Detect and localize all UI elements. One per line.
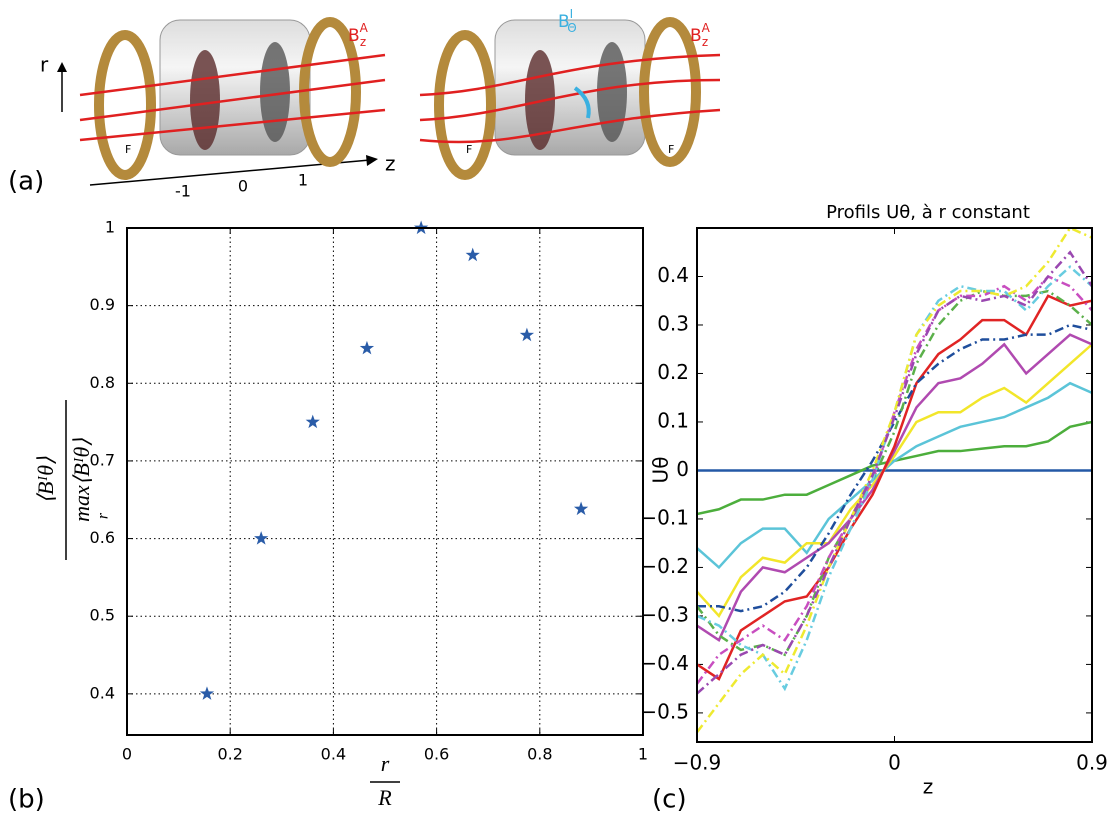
x-tick-label: 0.2 (217, 745, 242, 764)
field-line (419, 53, 721, 97)
field-line (79, 53, 386, 97)
impeller (597, 42, 627, 142)
star-marker (254, 531, 269, 545)
x-label-denominator: R (377, 785, 392, 810)
star-marker (573, 501, 589, 516)
y-tick-label: 0.1 (657, 408, 689, 432)
lines (697, 228, 1092, 734)
x-tick-label: 0.9 (1076, 751, 1108, 775)
x-label-numerator: r (381, 751, 390, 776)
y-tick-label: −0.3 (640, 602, 689, 626)
y-tick-label: −0.2 (640, 554, 689, 578)
x-tick-label: 1 (638, 745, 648, 764)
series-line (697, 228, 1092, 734)
y-tick-label: 1 (105, 218, 115, 237)
star-marker (465, 247, 480, 262)
panel-label: (b) (8, 785, 45, 815)
panel-label: (a) (8, 167, 44, 197)
y-label-numerator: ⟨Bᴵθ⟩ (33, 456, 58, 504)
plot-frame (126, 227, 644, 736)
field-line (79, 78, 386, 122)
star-marker (199, 686, 215, 700)
y-tick-label: 0.2 (657, 360, 689, 384)
r-arrowhead (57, 62, 67, 72)
series-line (697, 250, 1092, 695)
y-label: Uθ (649, 457, 673, 484)
plot-frame (696, 227, 1093, 743)
y-label-subscript: r (95, 512, 112, 519)
y-tick-label: 0.4 (657, 263, 689, 287)
z-tick: 0 (238, 177, 248, 196)
star-marker (519, 327, 535, 342)
x-tick-label: −0.9 (673, 751, 722, 775)
y-tick-label: 0.3 (657, 311, 689, 335)
induced-field: BI Θ (558, 7, 577, 35)
y-label-denominator: max⟨Bᴵθ⟩ (69, 438, 94, 522)
applied-field: BA z (690, 21, 711, 49)
coil (299, 17, 361, 167)
field-line (419, 108, 721, 144)
x-tick-label: 0 (888, 751, 901, 775)
z-tick: 1 (298, 171, 308, 190)
diagram: r z -1 0 1 F BA z F (40, 7, 721, 201)
chart-title: Profils Uθ, à r constant (826, 202, 1030, 223)
series-line (697, 381, 1092, 570)
x-tick-label: 0.4 (321, 745, 346, 764)
z-label: z (385, 152, 396, 176)
coil (639, 17, 701, 167)
x-tick-label: 0.6 (424, 745, 449, 764)
y-label: ⟨Bᴵθ⟩ max⟨Bᴵθ⟩ r (33, 400, 112, 560)
coil (94, 30, 156, 180)
series-line (697, 294, 1092, 681)
series-line (697, 343, 1092, 619)
induced-arrow (573, 86, 591, 119)
force-label: F (125, 143, 131, 156)
y-tick-label: −0.5 (640, 699, 689, 723)
series-line (697, 289, 1092, 657)
series-line (697, 323, 1092, 613)
y-tick-label: 0.4 (90, 683, 115, 702)
panel-label: (c) (652, 785, 687, 815)
x-tick-label: 0 (122, 745, 132, 764)
impeller (260, 42, 290, 142)
force-label: F (668, 143, 674, 156)
x-label: z (923, 775, 934, 799)
y-tick-label: −0.1 (640, 505, 689, 529)
impeller (190, 50, 220, 150)
y-tick-label: 0.6 (90, 528, 115, 547)
y-tick-label: 0 (676, 457, 689, 481)
x-tick-label: 0.8 (527, 745, 552, 764)
series-line (697, 274, 1092, 685)
y-tick-label: 0.9 (90, 295, 115, 314)
force-label: F (466, 143, 472, 156)
z-arrowhead (366, 155, 378, 166)
device-right: F F BI Θ BA z (419, 7, 721, 180)
y-tick-label: 0.7 (90, 450, 115, 469)
y-tick-label: 0.5 (90, 606, 115, 625)
coil (434, 30, 496, 180)
star-marker (305, 414, 320, 429)
series-line (697, 265, 1092, 692)
star-marker (359, 340, 375, 355)
z-tick: -1 (175, 182, 191, 201)
y-tick-label: −0.4 (640, 651, 689, 675)
field-line (79, 108, 386, 142)
applied-field: BA z (348, 21, 369, 49)
series-line (697, 333, 1092, 643)
r-label: r (40, 53, 49, 77)
y-tick-label: 0.8 (90, 373, 115, 392)
field-line (419, 78, 721, 122)
device-left: F BA z (79, 17, 386, 180)
series-line (697, 420, 1092, 516)
